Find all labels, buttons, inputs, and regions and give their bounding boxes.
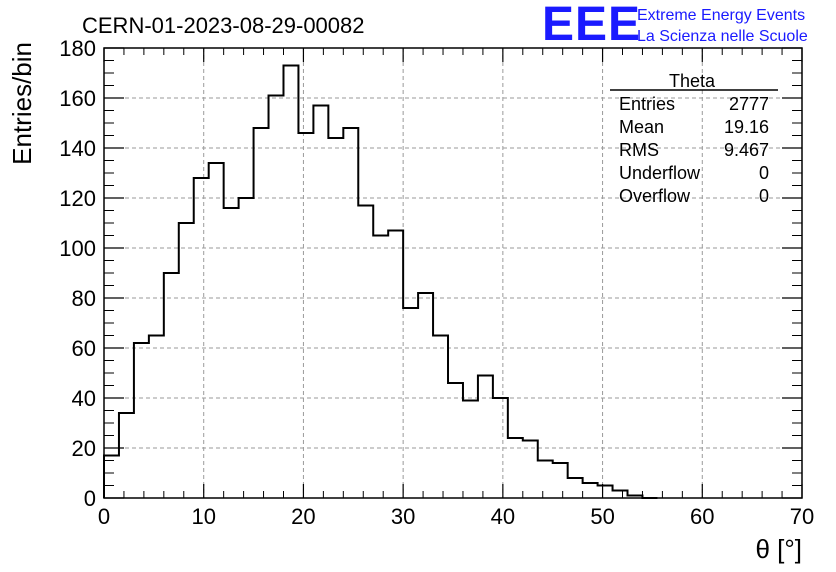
x-tick-label: 40	[491, 504, 515, 529]
stats-value: 19.16	[724, 117, 769, 137]
x-tick-label: 0	[98, 504, 110, 529]
x-axis-label: θ [°]	[755, 534, 802, 564]
plot-frame	[103, 47, 803, 499]
stats-rows: Entries 2777 Mean 19.16 RMS 9.467 Underflow 0 Ov…	[619, 94, 769, 206]
grid	[104, 48, 802, 498]
y-tick-label: 160	[59, 86, 96, 111]
stats-label: Mean	[619, 117, 664, 137]
y-tick-label: 20	[72, 436, 96, 461]
logo-line-1: Extreme Energy Events	[637, 7, 805, 24]
stats-label: Underflow	[619, 163, 701, 183]
y-tick-label: 40	[72, 386, 96, 411]
x-tick-label: 70	[790, 504, 814, 529]
y-tick-label: 120	[59, 186, 96, 211]
y-axis-label: Entries/bin	[7, 42, 37, 165]
logo-letters: EEE	[542, 0, 641, 51]
y-tick-label: 0	[84, 486, 96, 511]
logo-line-2: La Scienza nelle Scuole	[637, 28, 808, 45]
stats-label: Overflow	[619, 186, 691, 206]
stats-value: 0	[759, 186, 769, 206]
tick-labels: 0 10 20 30 40 50 60 70 0 20 40 60 80 100 120 140 160 180	[59, 36, 814, 529]
y-tick-label: 100	[59, 236, 96, 261]
x-tick-label: 30	[391, 504, 415, 529]
y-tick-label: 140	[59, 136, 96, 161]
histogram-outline	[103, 64, 658, 499]
x-tick-label: 20	[291, 504, 315, 529]
stats-label: RMS	[619, 140, 659, 160]
stats-value: 9.467	[724, 140, 769, 160]
x-tick-label: 10	[191, 504, 215, 529]
stats-value: 0	[759, 163, 769, 183]
stats-name: Theta	[669, 71, 716, 91]
x-tick-label: 60	[690, 504, 714, 529]
stats-value: 2777	[729, 94, 769, 114]
stats-label: Entries	[619, 94, 675, 114]
x-tick-label: 50	[590, 504, 614, 529]
chart-title: CERN-01-2023-08-29-00082	[82, 13, 365, 38]
y-tick-label: 60	[72, 336, 96, 361]
eee-logo: EEE Extreme Energy Events La Scienza nel…	[542, 0, 808, 51]
y-tick-label: 80	[72, 286, 96, 311]
y-tick-label: 180	[59, 36, 96, 61]
stats-box: Theta Entries 2777 Mean 19.16 RMS 9.467 Underf…	[610, 71, 778, 206]
